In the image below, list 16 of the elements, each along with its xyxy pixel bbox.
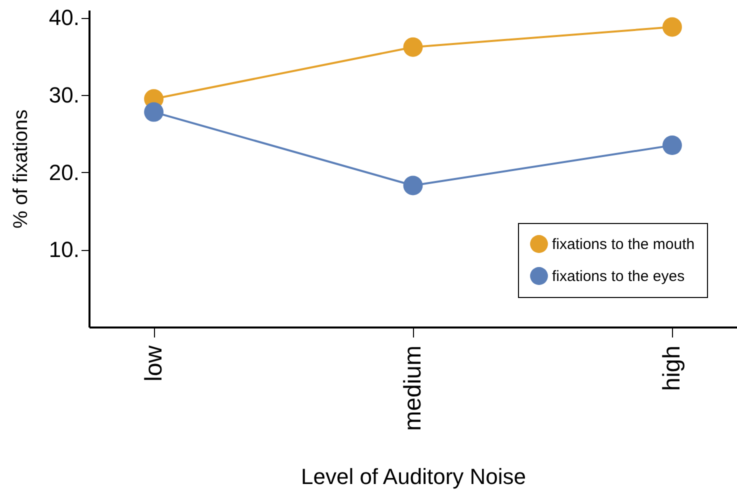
- point: [144, 102, 164, 122]
- y-tick-label: 10.: [48, 237, 80, 262]
- y-tick-label: 40.: [48, 5, 80, 30]
- x-tick-label: medium: [400, 346, 426, 431]
- legend-label: fixations to the eyes: [552, 268, 685, 285]
- x-tick-label: high: [658, 346, 686, 391]
- y-tick-label: 30.: [48, 82, 80, 108]
- point: [662, 136, 682, 156]
- x-tick-label: low: [140, 344, 168, 382]
- point: [662, 17, 682, 37]
- legend-label: fixations to the mouth: [552, 236, 695, 253]
- point: [403, 176, 423, 196]
- x-axis-title: Level of Auditory Noise: [300, 464, 526, 489]
- y-axis-title: % of fixations: [10, 110, 32, 228]
- point: [403, 37, 423, 57]
- y-tick-label: 20.: [48, 160, 80, 185]
